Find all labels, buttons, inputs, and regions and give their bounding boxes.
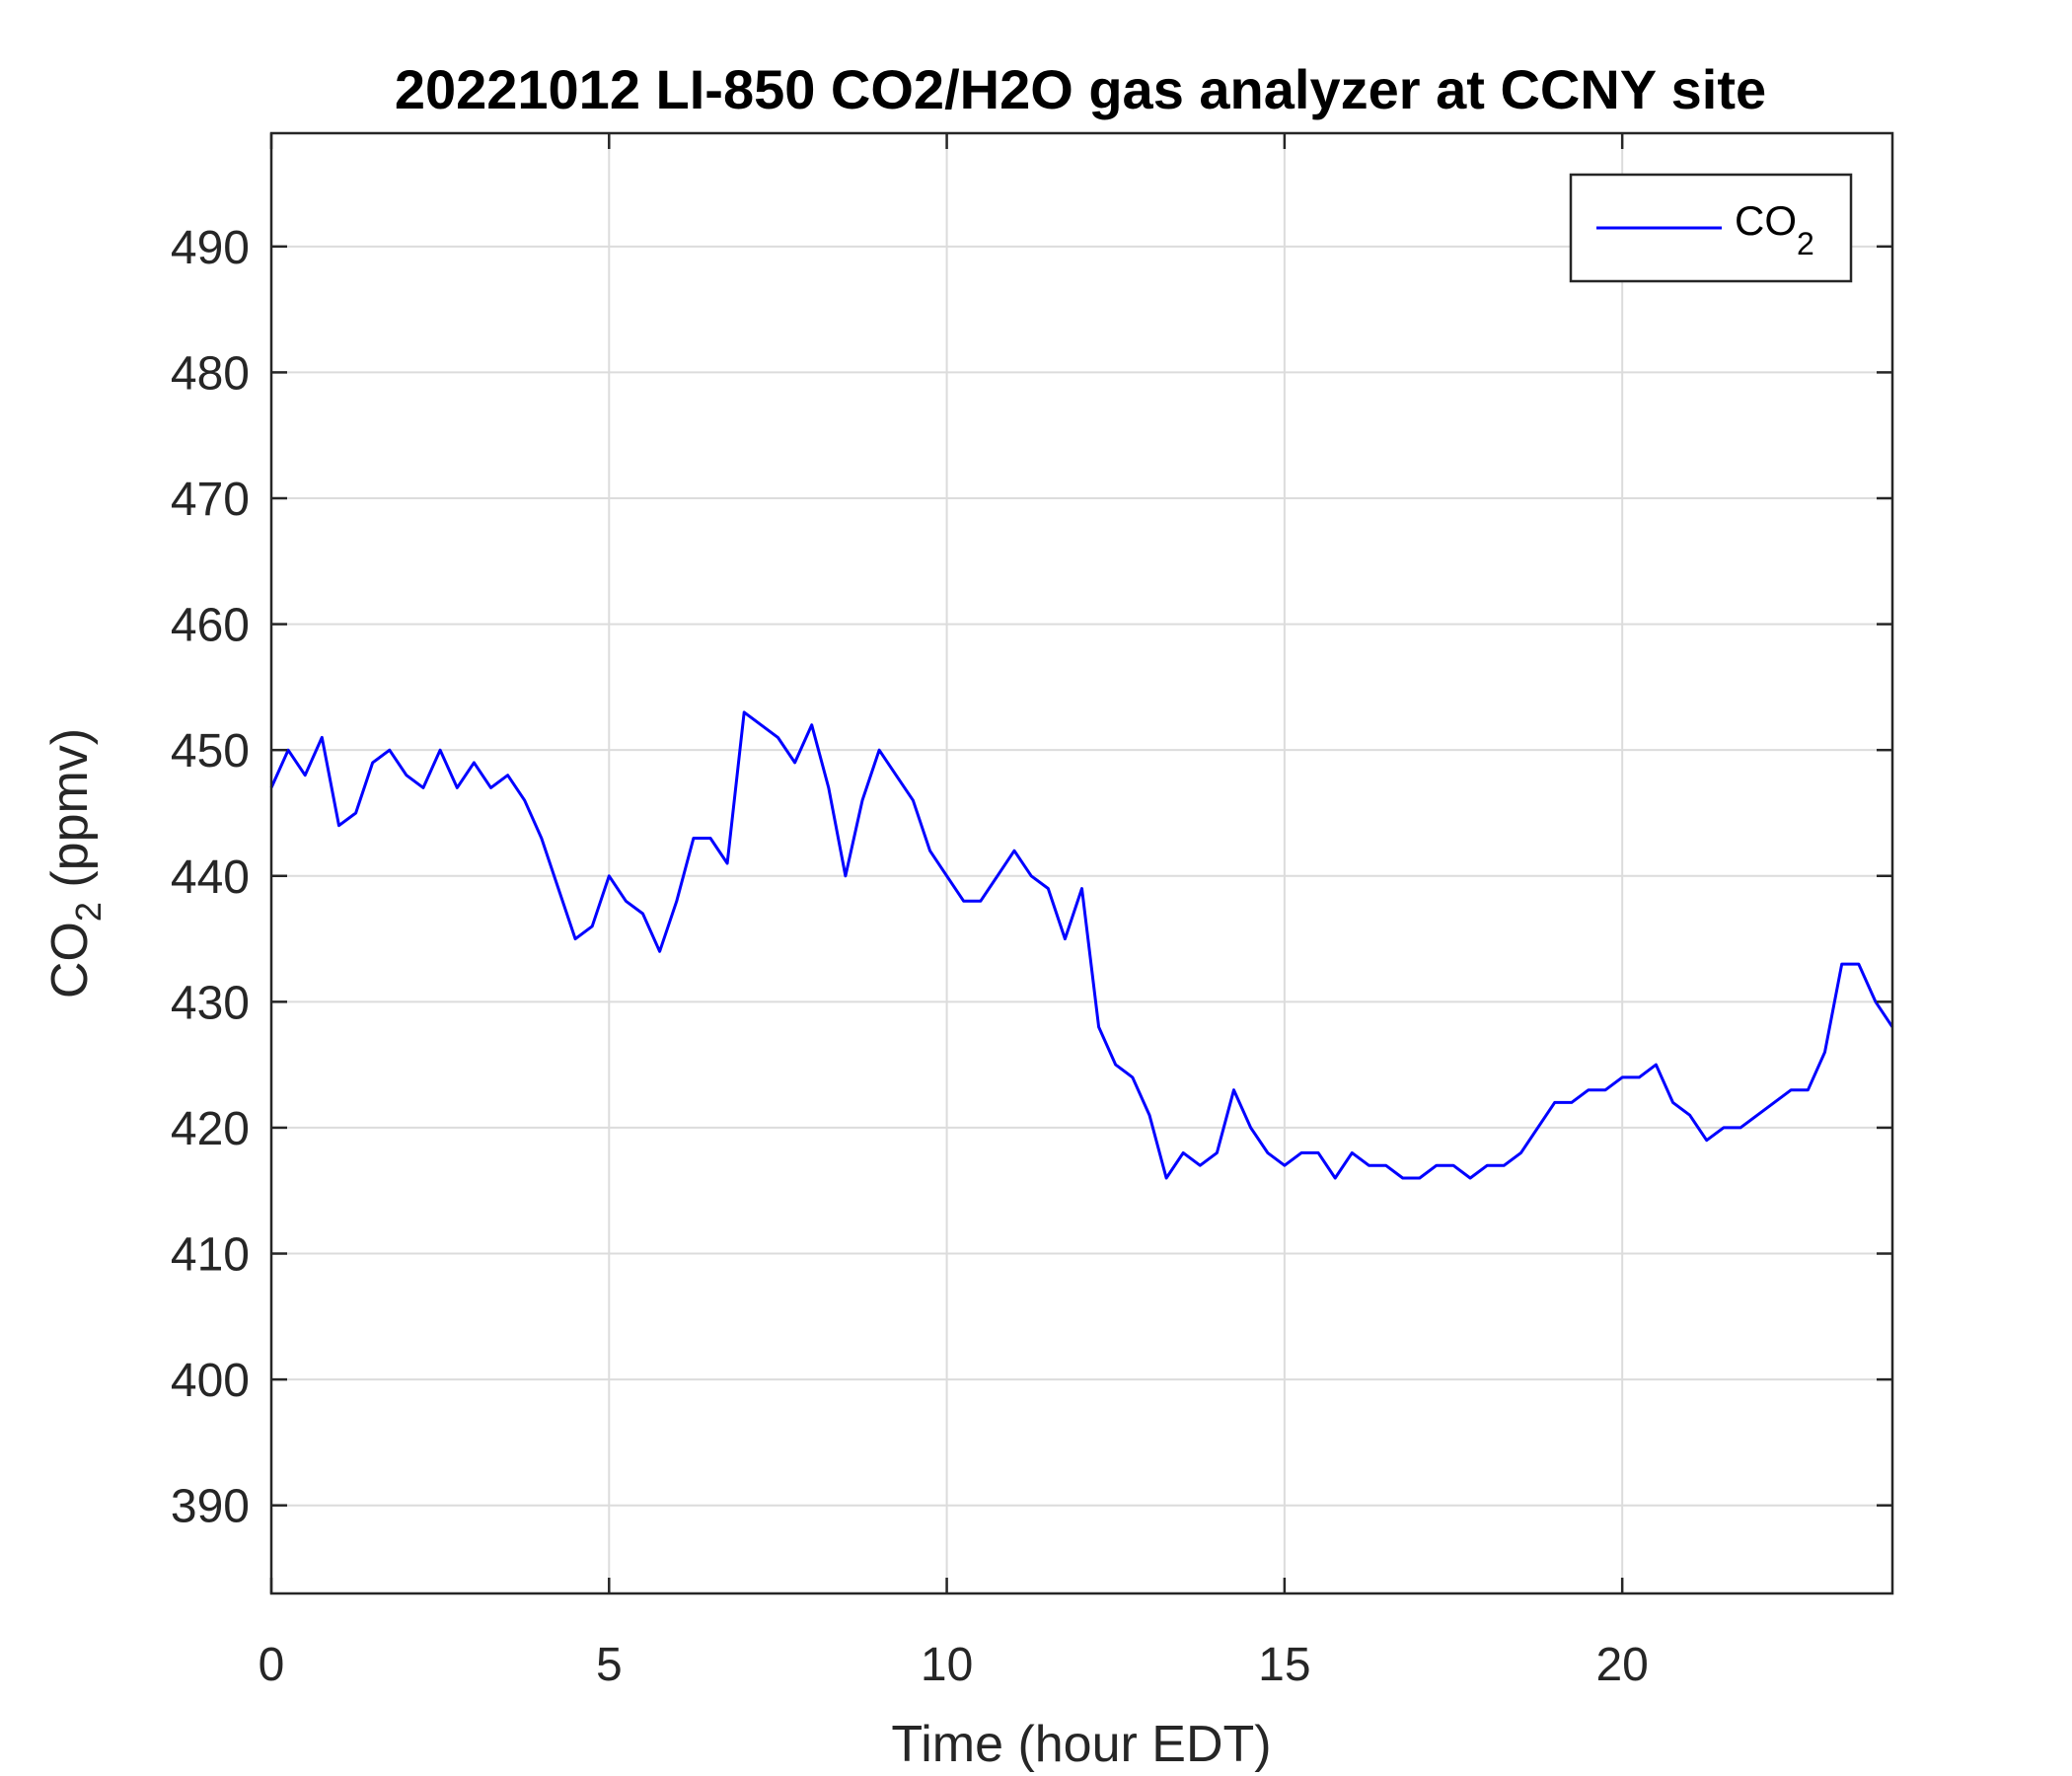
y-tick-label: 480 xyxy=(171,347,250,400)
series-layer xyxy=(269,710,1894,1180)
y-tick-label: 420 xyxy=(171,1103,250,1155)
x-axis-label: Time (hour EDT) xyxy=(891,1716,1271,1773)
y-tick-label: 450 xyxy=(171,725,250,777)
grid-lines xyxy=(270,133,1892,1593)
legend: CO2 xyxy=(1569,173,1853,283)
y-tick-label: 390 xyxy=(171,1481,250,1533)
y-tick-label: 470 xyxy=(171,474,250,526)
y-axis-label: CO2 (ppmv) xyxy=(41,728,109,999)
legend-label-subscript: 2 xyxy=(1797,226,1814,261)
y-tick-label: 440 xyxy=(171,851,250,904)
y-axis-label-main: CO xyxy=(41,922,99,999)
x-tick-label: 15 xyxy=(1258,1639,1310,1691)
y-tick-label: 400 xyxy=(171,1355,250,1407)
legend-label-co2: CO2 xyxy=(1735,197,1814,261)
y-tick-label: 460 xyxy=(171,600,250,652)
series-line-co2 xyxy=(269,710,1894,1180)
y-tick-label: 430 xyxy=(171,977,250,1029)
y-axis-label-subscript: 2 xyxy=(68,902,109,922)
chart-title: 20221012 LI-850 CO2/H2O gas analyzer at … xyxy=(395,58,1766,120)
y-axis-label-unit: (ppmv) xyxy=(41,728,99,902)
axis-ticks: 0 5 10 15 20 390 400 410 420 430 440 450 460 470 480 49… xyxy=(171,133,1892,1691)
y-tick-label: 410 xyxy=(171,1229,250,1282)
plot-frame xyxy=(269,131,1894,1595)
x-tick-label: 20 xyxy=(1595,1639,1648,1691)
x-tick-label: 5 xyxy=(596,1639,623,1691)
y-tick-label: 490 xyxy=(171,222,250,274)
x-tick-label: 10 xyxy=(921,1639,973,1691)
x-tick-label: 0 xyxy=(259,1639,285,1691)
legend-label-main: CO xyxy=(1735,197,1797,244)
